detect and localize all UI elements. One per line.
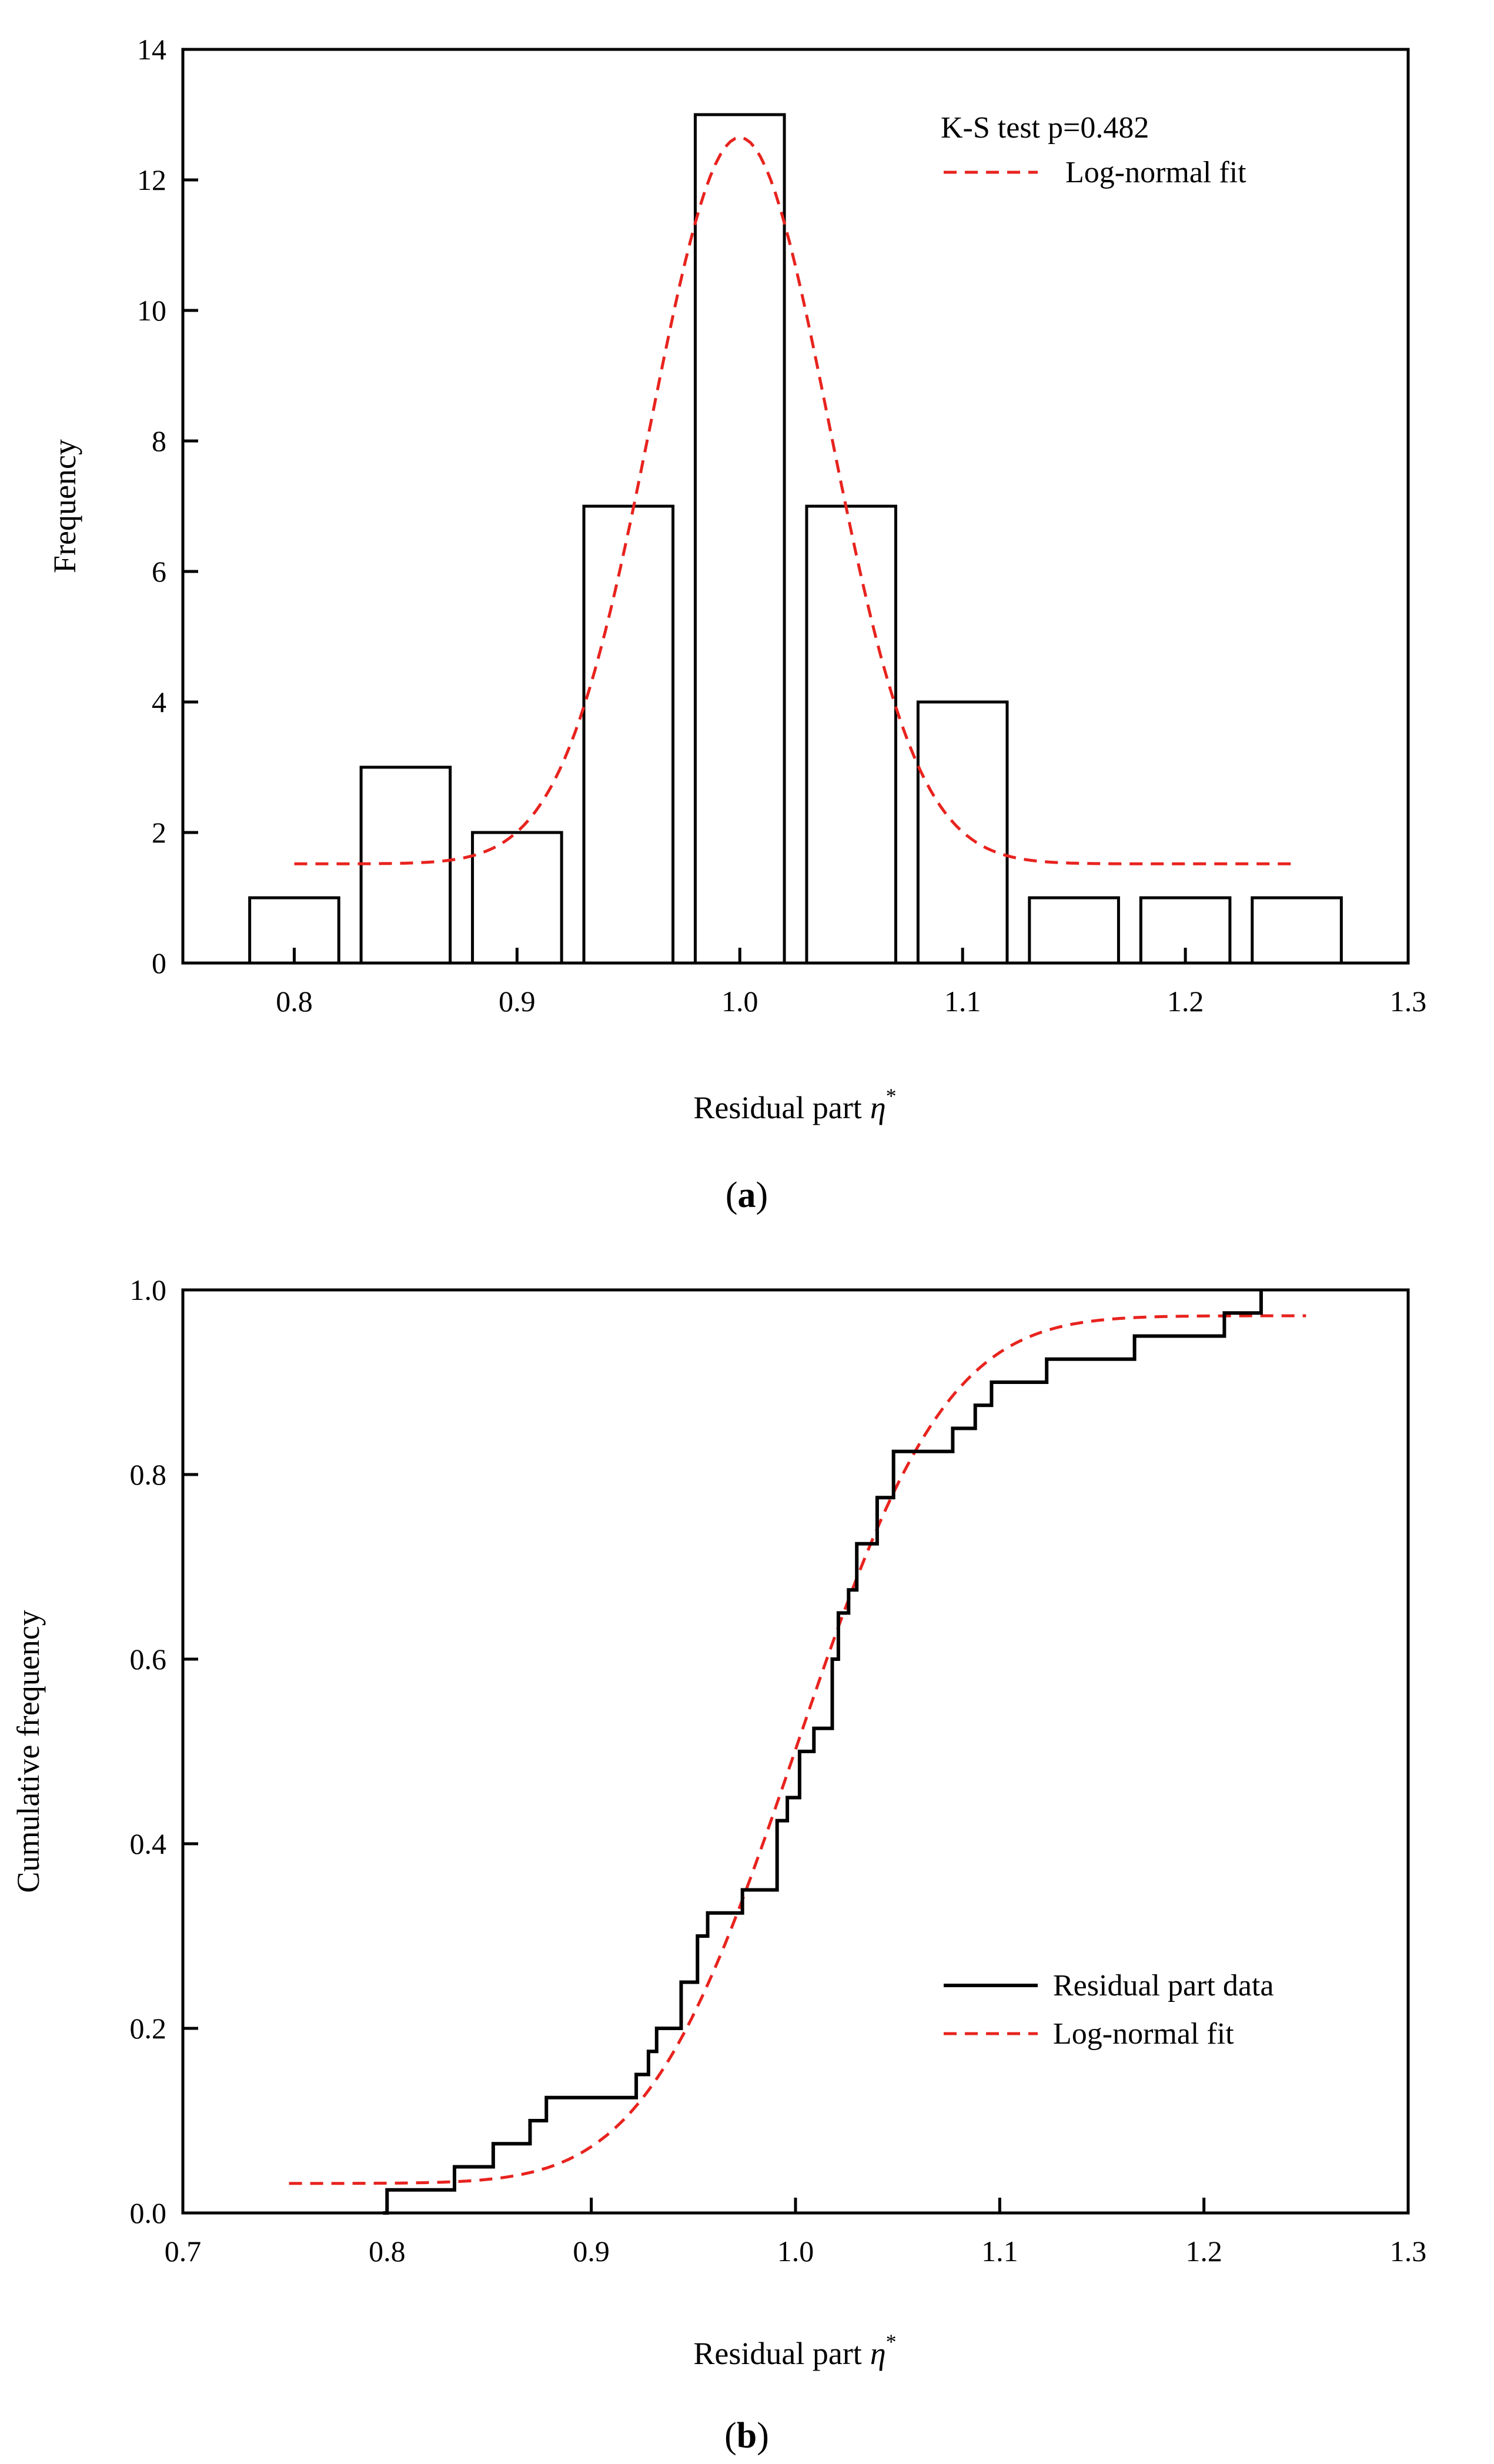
panel-b-y-tick-label: 1.0 (130, 1273, 167, 1306)
panel-b-plot-frame (181, 1288, 1410, 2215)
panel-a-plot-frame (181, 48, 1410, 965)
panel-b-caption: (b) (724, 2416, 769, 2456)
panel-a-x-tick-label: 1.0 (721, 985, 758, 1018)
panel-b-caption-letter: b (737, 2416, 757, 2456)
panel-b-residual-data-step (383, 1290, 1263, 2215)
panel-b-y-axis-title: Cumulative frequency (11, 1610, 46, 1893)
panel-a-y-tick-label: 14 (137, 33, 166, 66)
panel-b-x-axis-superscript: * (886, 2330, 897, 2353)
panel-a-y-axis-title: Frequency (47, 439, 82, 573)
panel-b-y-tick-label: 0.0 (130, 2196, 167, 2229)
histogram-bar-10 (1251, 896, 1343, 965)
panel-a-x-axis-title-text: Residual part (693, 1090, 861, 1125)
histogram-bar-2 (359, 765, 452, 965)
panel-b-legend-label-fit: Log-normal fit (1053, 2017, 1234, 2051)
panel-a-lognormal-fit-curve (294, 136, 1297, 865)
panel-b-cumulative: 0.7 0.8 0.9 1.0 1.1 1.2 1.30.00.20.40.60.81.0 … (11, 1273, 1426, 2456)
histogram-bar-8 (1028, 896, 1120, 965)
panel-b-x-tick-label: 1.0 (777, 2235, 814, 2268)
panel-b-x-tick-label: 0.9 (573, 2235, 610, 2268)
panel-b-x-tick-label: 1.1 (981, 2235, 1018, 2268)
histogram-bar-4 (582, 504, 675, 965)
histogram-bar-5 (693, 113, 786, 965)
panel-a-y-tick-label: 0 (152, 947, 166, 979)
panel-a-y-tick-label: 12 (137, 163, 166, 196)
panel-a-y-tick-label: 10 (137, 294, 166, 327)
panel-b-legend-label-data: Residual part data (1053, 1969, 1274, 2002)
panel-b-x-axis-title: Residual part η* (693, 2330, 896, 2371)
panel-b-x-tick-label: 0.8 (369, 2235, 406, 2268)
panel-a-x-tick-label: 0.8 (276, 985, 313, 1018)
panel-b-x-tick-label: 1.2 (1185, 2235, 1222, 2268)
panel-a-y-tick-label: 8 (152, 424, 166, 457)
panel-b-y-tick-label: 0.8 (130, 1458, 167, 1491)
panel-b-y-tick-label: 0.2 (130, 2012, 167, 2045)
histogram-bar-6 (805, 504, 898, 965)
panel-b-axis-ticks: 0.7 0.8 0.9 1.0 1.1 1.2 1.3 0.0 0.2 0.4 0.6 0.8 1.0 (130, 1273, 1427, 2268)
panel-a-x-tick-label: 1.3 (1390, 985, 1427, 1018)
panel-b-y-tick-label: 0.6 (130, 1643, 167, 1676)
panel-a-y-tick-label: 2 (152, 816, 166, 849)
panel-a-x-axis-title: Residual part η* (693, 1084, 896, 1125)
panel-a-caption-letter: a (738, 1175, 756, 1215)
panel-b-x-axis-symbol: η (870, 2336, 886, 2371)
panel-b-lognormal-fit-curve (289, 1314, 1306, 2185)
histogram-bar-7 (916, 700, 1009, 965)
panel-a-x-tick-label: 1.1 (944, 985, 981, 1018)
panel-b-x-tick-label: 1.3 (1390, 2235, 1427, 2268)
panel-a-y-tick-label: 6 (152, 555, 166, 588)
panel-b-x-axis-title-text: Residual part (693, 2336, 861, 2371)
panel-a-y-tick-label: 4 (152, 686, 166, 718)
panel-a-axis-ticks: 0.8 0.9 1.0 1.1 1.2 1.3 0 2 4 6 8 10 12 14 (137, 33, 1426, 1018)
panel-b-y-tick-label: 0.4 (130, 1827, 167, 1860)
panel-a-ks-annotation: K-S test p=0.482 (941, 111, 1149, 145)
panel-a-x-tick-label: 1.2 (1167, 985, 1204, 1018)
panel-a-histogram: 0.8 0.9 1.0 1.1 1.2 1.3 0 2 4 6 8 10 12 14 K-S test p… (47, 33, 1426, 1215)
panel-a-x-axis-superscript: * (886, 1084, 897, 1108)
panel-a-legend-label-fit: Log-normal fit (1065, 156, 1246, 189)
panel-a-x-axis-symbol: η (870, 1090, 886, 1125)
panel-a-x-tick-label: 0.9 (499, 985, 536, 1018)
panel-a-bars (248, 113, 1343, 965)
panel-b-x-tick-label: 0.7 (165, 2235, 202, 2268)
panel-a-caption: (a) (726, 1175, 768, 1215)
